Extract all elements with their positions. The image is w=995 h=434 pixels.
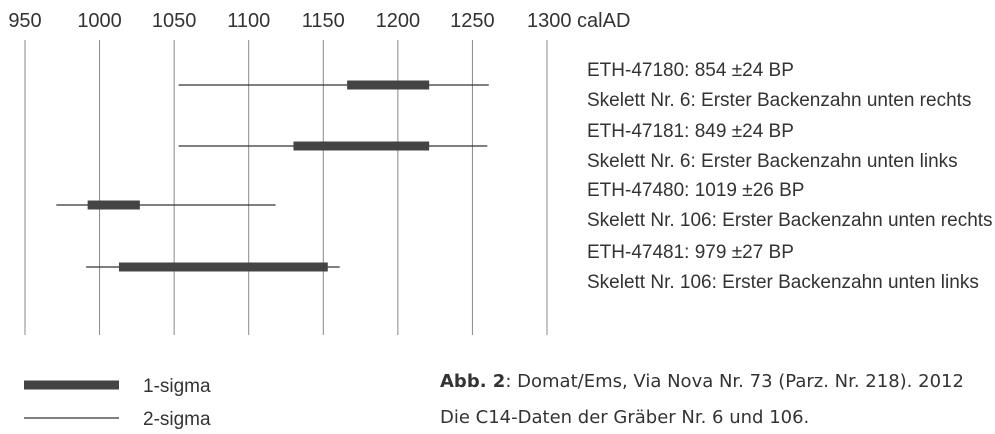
sample-id-label-2: ETH-47181: 849 ±24 BP: [587, 121, 794, 142]
tick-label-1200: 1200: [376, 10, 421, 32]
tick-label-1150: 1150: [302, 10, 345, 32]
sample-description-label-1: Skelett Nr. 6: Erster Backenzahn unten r…: [587, 90, 971, 111]
tick-label-1250: 1250: [450, 10, 495, 32]
tick-label-1300: 1300 calAD: [527, 10, 630, 32]
legend: 1-sigma 2-sigma: [24, 376, 211, 430]
sample-description-label-3: Skelett Nr. 106: Erster Backenzahn unten…: [587, 210, 993, 231]
tick-label-1100: 1100: [227, 10, 270, 32]
sample-id-label-3: ETH-47480: 1019 ±26 BP: [587, 180, 804, 201]
sigma1-range-2: [293, 141, 430, 151]
sample-id-label-4: ETH-47481: 979 ±27 BP: [587, 242, 794, 263]
figure-number: Abb. 2: [440, 371, 506, 392]
tick-label-1000: 1000: [77, 10, 122, 32]
tick-label-950: 950: [8, 10, 41, 32]
sigma1-range-4: [118, 262, 328, 272]
sigma1-range-3: [87, 200, 140, 210]
figure-caption-line-1: Abb. 2: Domat/Ems, Via Nova Nr. 73 (Parz…: [440, 371, 964, 392]
legend-swatch-1-sigma: [24, 380, 119, 390]
legend-label-1-sigma: 1-sigma: [143, 376, 211, 397]
sample-labels: ETH-47180: 854 ±24 BP Skelett Nr. 6: Erst…: [587, 60, 993, 293]
grid-lines: [24, 40, 548, 335]
sample-description-label-2: Skelett Nr. 6: Erster Backenzahn unten l…: [587, 151, 958, 172]
figure-caption-title: : Domat/Ems, Via Nova Nr. 73 (Parz. Nr. …: [505, 371, 964, 392]
tick-labels: 950 1000 1050 1100 1150 1200 1250 1300 calAD: [8, 10, 630, 32]
figure-caption-line-2: Die C14-Daten der Gräber Nr. 6 und 106.: [440, 407, 810, 428]
sample-id-label-1: ETH-47180: 854 ±24 BP: [587, 60, 794, 81]
tick-label-1050: 1050: [152, 10, 197, 32]
date-ranges: [56, 80, 489, 272]
sample-description-label-4: Skelett Nr. 106: Erster Backenzahn unten…: [587, 272, 979, 293]
sigma1-range-1: [347, 80, 430, 90]
legend-label-2-sigma: 2-sigma: [143, 409, 211, 430]
